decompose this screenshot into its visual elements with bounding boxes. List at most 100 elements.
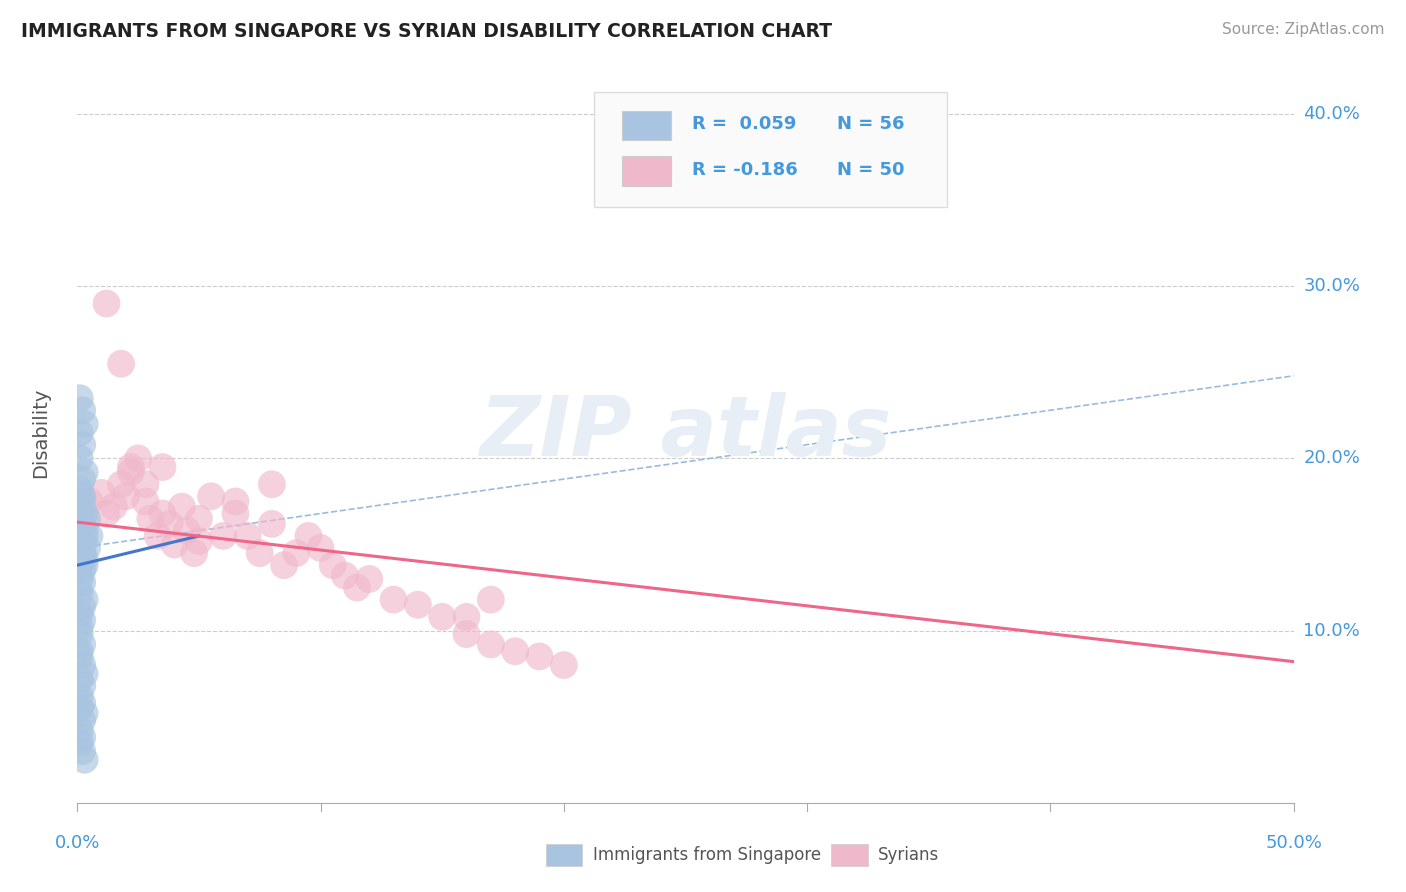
- Point: [406, 598, 429, 612]
- Point: [170, 500, 193, 514]
- Point: [70, 731, 93, 745]
- Text: 50.0%: 50.0%: [1265, 834, 1322, 852]
- Point: [70, 679, 93, 693]
- Point: [134, 477, 156, 491]
- Point: [73, 666, 96, 681]
- Point: [76, 512, 98, 526]
- Point: [96, 296, 118, 310]
- Text: Syrians: Syrians: [877, 846, 939, 863]
- Point: [73, 592, 96, 607]
- Point: [322, 558, 344, 573]
- Point: [69, 723, 91, 738]
- Point: [69, 627, 91, 641]
- Point: [69, 425, 91, 440]
- Point: [146, 529, 169, 543]
- Point: [69, 537, 91, 551]
- Point: [224, 494, 246, 508]
- Point: [69, 735, 91, 749]
- Point: [249, 546, 271, 560]
- Point: [70, 403, 93, 417]
- Point: [134, 494, 156, 508]
- Point: [69, 672, 91, 686]
- Point: [120, 460, 142, 475]
- Point: [285, 546, 308, 560]
- Text: Disability: Disability: [31, 387, 51, 478]
- Point: [70, 520, 93, 534]
- Point: [152, 507, 174, 521]
- Point: [69, 620, 91, 634]
- Point: [127, 451, 149, 466]
- Point: [115, 489, 138, 503]
- Point: [70, 696, 93, 710]
- Point: [183, 546, 205, 560]
- Point: [188, 534, 211, 549]
- Point: [69, 689, 91, 703]
- Point: [70, 563, 93, 577]
- Text: 0.0%: 0.0%: [55, 834, 100, 852]
- Text: R =  0.059: R = 0.059: [692, 115, 796, 133]
- Point: [69, 558, 91, 573]
- Point: [529, 649, 551, 664]
- Point: [200, 489, 222, 503]
- Point: [260, 516, 283, 531]
- Point: [120, 465, 142, 479]
- Bar: [623, 111, 671, 140]
- Point: [359, 572, 381, 586]
- Text: Source: ZipAtlas.com: Source: ZipAtlas.com: [1222, 22, 1385, 37]
- Point: [73, 558, 96, 573]
- Point: [90, 486, 112, 500]
- Point: [70, 516, 93, 531]
- Text: R = -0.186: R = -0.186: [692, 161, 797, 178]
- Bar: [546, 844, 582, 866]
- Point: [309, 541, 332, 555]
- Point: [456, 610, 478, 624]
- Point: [70, 546, 93, 560]
- Point: [70, 575, 93, 590]
- Text: IMMIGRANTS FROM SINGAPORE VS SYRIAN DISABILITY CORRELATION CHART: IMMIGRANTS FROM SINGAPORE VS SYRIAN DISA…: [21, 22, 832, 41]
- Point: [73, 507, 96, 521]
- Point: [70, 744, 93, 758]
- Text: ZIP atlas: ZIP atlas: [479, 392, 891, 473]
- Point: [69, 507, 91, 521]
- Point: [103, 500, 125, 514]
- Text: 40.0%: 40.0%: [1303, 105, 1360, 123]
- Bar: [623, 156, 671, 186]
- Point: [346, 581, 368, 595]
- Point: [69, 483, 91, 497]
- Point: [69, 586, 91, 600]
- Point: [69, 644, 91, 658]
- Point: [273, 558, 295, 573]
- Point: [69, 572, 91, 586]
- Point: [73, 551, 96, 566]
- Point: [70, 658, 93, 673]
- Point: [73, 465, 96, 479]
- Point: [69, 524, 91, 538]
- Point: [139, 512, 162, 526]
- Point: [73, 524, 96, 538]
- Point: [69, 701, 91, 715]
- Point: [73, 417, 96, 431]
- Point: [79, 494, 101, 508]
- Point: [212, 529, 235, 543]
- Point: [70, 472, 93, 486]
- Point: [70, 713, 93, 727]
- Point: [70, 494, 93, 508]
- Point: [297, 529, 319, 543]
- Bar: [831, 844, 868, 866]
- Point: [152, 460, 174, 475]
- Point: [479, 637, 502, 651]
- Point: [69, 649, 91, 664]
- Point: [96, 507, 118, 521]
- Point: [69, 549, 91, 564]
- Point: [73, 753, 96, 767]
- Point: [73, 706, 96, 721]
- Point: [70, 541, 93, 555]
- Point: [69, 391, 91, 405]
- Point: [70, 489, 93, 503]
- Point: [70, 637, 93, 651]
- Point: [69, 607, 91, 621]
- Point: [382, 592, 405, 607]
- Point: [79, 529, 101, 543]
- Text: N = 56: N = 56: [838, 115, 905, 133]
- Point: [159, 516, 181, 531]
